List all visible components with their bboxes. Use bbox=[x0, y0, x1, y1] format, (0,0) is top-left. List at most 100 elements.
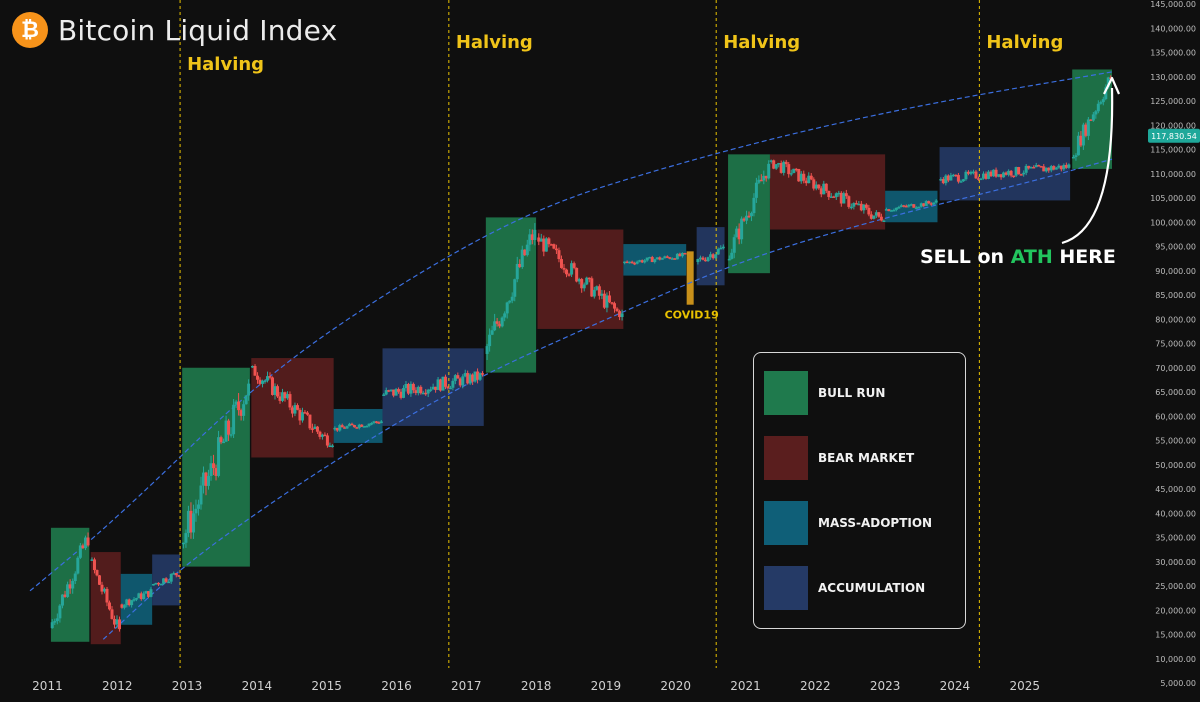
candle-body bbox=[767, 163, 771, 179]
candle-body bbox=[134, 598, 138, 600]
candle-body bbox=[610, 302, 614, 304]
candle-body bbox=[824, 183, 828, 191]
candle-body bbox=[737, 228, 741, 240]
candle-body bbox=[711, 254, 715, 259]
candle-body bbox=[899, 205, 903, 207]
candle-body bbox=[242, 404, 246, 416]
candle-body bbox=[157, 582, 161, 585]
candle-body bbox=[513, 279, 517, 297]
candle-body bbox=[275, 386, 279, 397]
candle-body bbox=[832, 196, 836, 198]
candle-body bbox=[523, 249, 527, 256]
candle-body bbox=[559, 259, 563, 268]
x-tick-label: 2011 bbox=[32, 679, 63, 693]
candle-body bbox=[266, 376, 270, 381]
candle-body bbox=[704, 259, 708, 262]
candle-body bbox=[552, 244, 556, 249]
candle-body bbox=[1027, 165, 1031, 169]
candle-body bbox=[144, 591, 148, 594]
candle-body bbox=[939, 179, 943, 181]
candle-body bbox=[419, 386, 423, 394]
candle-body bbox=[889, 210, 893, 212]
candle-body bbox=[424, 392, 428, 395]
candle-body bbox=[365, 425, 369, 428]
candle-body bbox=[81, 545, 85, 549]
candle-body bbox=[941, 179, 945, 184]
candle-body bbox=[251, 366, 255, 368]
candle-body bbox=[797, 168, 801, 182]
current-price-tag bbox=[1148, 128, 1200, 143]
candle-body bbox=[620, 313, 624, 318]
candle-body bbox=[549, 244, 553, 246]
candle-body bbox=[374, 421, 378, 423]
candle-body bbox=[658, 257, 662, 260]
candle-body bbox=[769, 160, 773, 162]
x-axis: 2011 2012 2013 2014 2015 2016 2017 2018 2019 2020… bbox=[32, 679, 1040, 693]
candle-body bbox=[1089, 119, 1093, 121]
candle-body bbox=[680, 253, 684, 257]
candle-body bbox=[350, 423, 354, 426]
y-tick-label: 110,000.00 bbox=[1150, 170, 1196, 179]
candle-body bbox=[665, 256, 669, 258]
candle-body bbox=[1049, 166, 1053, 171]
candle-body bbox=[698, 257, 702, 260]
candle-body bbox=[305, 412, 309, 415]
candle-body bbox=[112, 618, 116, 625]
candle-body bbox=[389, 389, 393, 392]
candle-body bbox=[229, 434, 233, 436]
candle-body bbox=[570, 263, 574, 275]
candle-body bbox=[827, 190, 831, 197]
candle-body bbox=[443, 376, 447, 387]
candle-body bbox=[172, 573, 176, 575]
candle-body bbox=[638, 260, 642, 262]
candle-body bbox=[318, 431, 322, 437]
candle-body bbox=[217, 437, 221, 476]
candle-body bbox=[325, 435, 329, 446]
candle-body bbox=[431, 386, 435, 390]
candle-body bbox=[142, 593, 146, 600]
candle-body bbox=[894, 207, 898, 210]
candle-body bbox=[1079, 135, 1083, 146]
candle-body bbox=[1037, 165, 1041, 167]
candle-body bbox=[907, 204, 911, 207]
candle-body bbox=[244, 395, 248, 405]
candle-body bbox=[441, 376, 445, 391]
y-tick-label: 70,000.00 bbox=[1155, 364, 1196, 373]
candle-body bbox=[283, 392, 287, 399]
candle-body bbox=[340, 425, 344, 428]
candle-body bbox=[268, 376, 272, 378]
candle-body bbox=[300, 412, 304, 421]
candle-body bbox=[186, 510, 190, 534]
candle-body bbox=[847, 196, 851, 207]
candle-body bbox=[745, 215, 749, 221]
candle-body bbox=[139, 593, 143, 600]
candle-body bbox=[377, 422, 381, 424]
candle-body bbox=[154, 582, 158, 585]
x-tick-label: 2012 bbox=[102, 679, 133, 693]
candle-body bbox=[162, 578, 166, 584]
candle-body bbox=[137, 593, 141, 599]
candle-body bbox=[429, 389, 433, 391]
legend-item-bull: BULL RUN bbox=[764, 371, 885, 415]
candle-body bbox=[874, 212, 878, 216]
sell-annotation: SELL on ATH HERE bbox=[920, 246, 1116, 268]
candle-body bbox=[539, 238, 543, 242]
candle-body bbox=[1084, 124, 1088, 136]
candle-body bbox=[335, 427, 339, 431]
candle-body bbox=[1074, 155, 1078, 157]
candle-body bbox=[976, 178, 980, 180]
halving-label: Halving bbox=[187, 54, 264, 75]
covid-marker: COVID19 bbox=[665, 251, 719, 322]
y-tick-label: 30,000.00 bbox=[1155, 558, 1196, 567]
candle-body bbox=[992, 169, 996, 177]
candle-body bbox=[53, 621, 57, 623]
candle-body bbox=[727, 258, 731, 261]
candle-body bbox=[468, 374, 472, 384]
candle-body bbox=[404, 384, 408, 389]
x-tick-label: 2023 bbox=[870, 679, 901, 693]
candle-body bbox=[204, 472, 208, 486]
candle-body bbox=[436, 379, 440, 390]
candle-body bbox=[1059, 165, 1063, 170]
candle-body bbox=[932, 202, 936, 205]
candle-body bbox=[219, 437, 223, 443]
